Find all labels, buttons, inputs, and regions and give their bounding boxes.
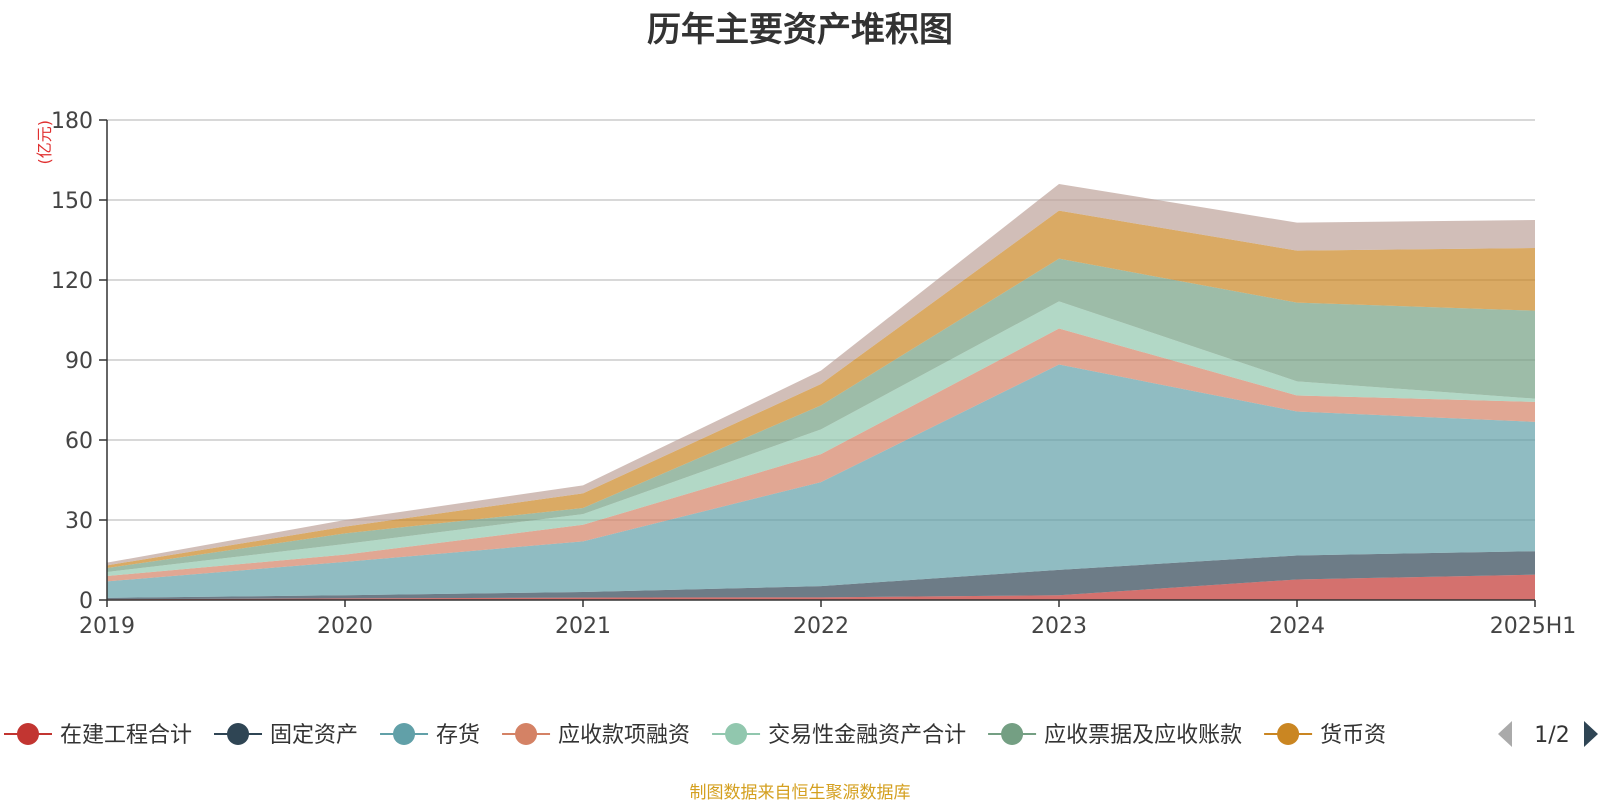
area-series-4 xyxy=(107,301,1535,576)
x-tick-label: 2023 xyxy=(1031,614,1087,639)
area-series-6 xyxy=(107,210,1535,568)
legend-label: 交易性金融资产合计 xyxy=(768,723,966,748)
legend-circle-icon xyxy=(725,723,748,745)
legend-label: 在建工程合计 xyxy=(60,723,192,748)
legend-page-indicator: 1/2 xyxy=(1534,723,1569,748)
y-tick-label: 60 xyxy=(65,429,93,454)
y-tick-label: 120 xyxy=(51,269,93,294)
y-tick-label: 90 xyxy=(65,349,93,374)
x-tick-label: 2020 xyxy=(317,614,373,639)
legend-item[interactable]: 交易性金融资产合计 xyxy=(712,723,966,748)
area-series-1 xyxy=(107,551,1535,600)
legend-item[interactable]: 货币资 xyxy=(1264,723,1386,748)
y-axis-unit-label: (亿元) xyxy=(35,120,54,165)
x-tick-label: 2024 xyxy=(1269,614,1325,639)
legend-item[interactable]: 存货 xyxy=(380,723,480,748)
legend-item[interactable]: 固定资产 xyxy=(214,723,358,748)
legend-item[interactable]: 应收款项融资 xyxy=(502,723,690,748)
legend-label: 应收款项融资 xyxy=(558,723,690,748)
legend-label: 存货 xyxy=(436,723,480,748)
x-tick-label: 2021 xyxy=(555,614,611,639)
y-tick-label: 150 xyxy=(51,189,93,214)
legend-prev-page-icon[interactable] xyxy=(1498,721,1512,747)
legend-circle-icon xyxy=(515,723,538,745)
area-series-2 xyxy=(107,364,1535,598)
legend-circle-icon xyxy=(227,723,250,745)
legend-circle-icon xyxy=(1001,723,1024,745)
y-tick-label: 180 xyxy=(51,109,93,134)
area-series-0 xyxy=(107,574,1535,600)
legend-label: 应收票据及应收账款 xyxy=(1044,723,1242,748)
x-tick-label: 2025H1 xyxy=(1490,614,1577,639)
legend: 在建工程合计 固定资产 存货 应收款项融资 交易性金融资产合计 应收票据及应收账款 货币资 1… xyxy=(4,721,1598,748)
legend-item[interactable]: 在建工程合计 xyxy=(4,723,192,748)
legend-circle-icon xyxy=(1277,723,1300,745)
area-series-3 xyxy=(107,328,1535,582)
x-tick-label: 2019 xyxy=(79,614,135,639)
chart-title: 历年主要资产堆积图 xyxy=(647,10,953,50)
source-note: 制图数据来自恒生聚源数据库 xyxy=(689,783,911,803)
area-series xyxy=(107,184,1535,600)
legend-label: 货币资 xyxy=(1320,723,1386,748)
legend-item[interactable]: 应收票据及应收账款 xyxy=(988,723,1242,748)
x-tick-label: 2022 xyxy=(793,614,849,639)
area-series-7 xyxy=(107,184,1535,566)
y-tick-label: 30 xyxy=(65,509,93,534)
legend-circle-icon xyxy=(393,723,416,745)
legend-circle-icon xyxy=(17,723,39,745)
area-series-5 xyxy=(107,258,1535,572)
y-tick-label: 0 xyxy=(79,589,93,614)
legend-next-page-icon[interactable] xyxy=(1584,721,1598,747)
legend-label: 固定资产 xyxy=(270,723,358,748)
axes: 0 30 60 90 120 150 180 2019 2020 2021 2022 2023 2024… xyxy=(51,109,1576,639)
